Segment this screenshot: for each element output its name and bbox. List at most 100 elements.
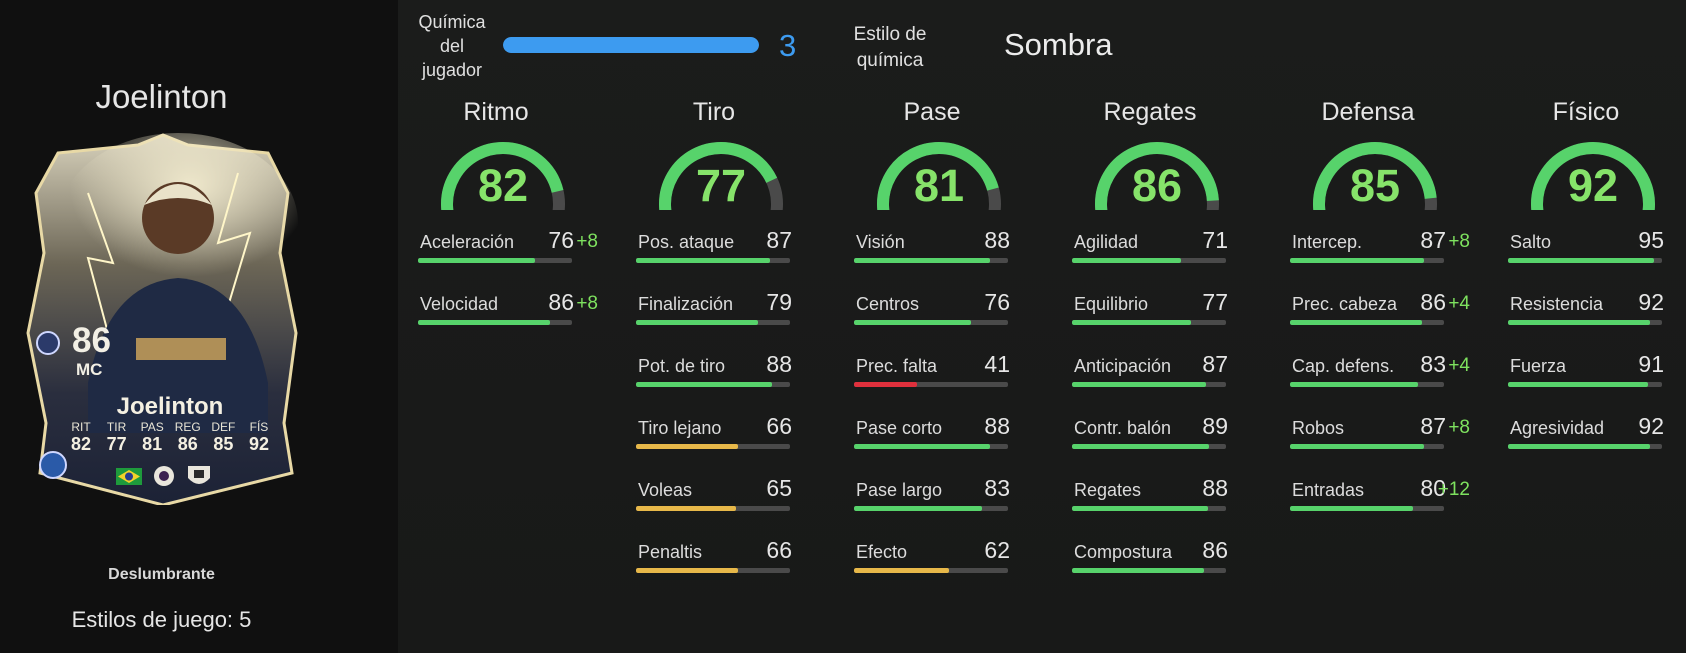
attribute-bar-track [1508, 382, 1662, 387]
attribute-row: Equilibrio 77 [1072, 289, 1252, 334]
category-value: 77 [695, 160, 747, 211]
attribute-row: Agresividad 92 [1508, 413, 1686, 458]
card-stat-value: 81 [142, 434, 163, 454]
chemistry-value: 3 [779, 28, 797, 63]
attribute-value: 86 [1202, 537, 1228, 563]
attribute-name: Velocidad [420, 294, 499, 314]
attribute-name: Pos. ataque [638, 232, 735, 252]
attribute-row: Prec. falta 41 [854, 351, 1034, 396]
attribute-bar-track [1072, 506, 1226, 511]
gauge-arc [441, 142, 565, 210]
chem-style-value[interactable]: Sombra [1004, 27, 1113, 62]
attribute-boost: +8 [576, 231, 598, 252]
category-gauge: 92 [1528, 138, 1658, 211]
attribute-name: Penaltis [638, 542, 703, 562]
attribute-row: Centros 76 [854, 289, 1034, 334]
card-stat-label: FÍS [249, 420, 269, 434]
attribute-row: Pase largo 83 [854, 475, 1034, 520]
card-stat: DEF 85 [206, 420, 240, 455]
category-title: Pase [903, 98, 961, 126]
attribute-bar-fill [1508, 444, 1650, 449]
attribute-name: Intercep. [1292, 232, 1363, 252]
attribute-bar-track [418, 320, 572, 325]
attribute-bar-fill [1290, 320, 1423, 325]
attribute-row: Tiro lejano 66 [636, 413, 816, 458]
attribute-boost: +8 [1448, 417, 1470, 438]
attribute-value: 80 [1420, 475, 1446, 501]
attribute-bar-track [1508, 258, 1662, 263]
attribute-bar-track [854, 444, 1008, 449]
attribute-boost: +4 [1448, 293, 1470, 314]
attribute-bar-fill [1072, 382, 1206, 387]
category-1: Tiro 77 Pos. ataque 87 Finalización 79 Pot. de… [636, 98, 816, 573]
card-stat-label: DEF [211, 420, 236, 434]
attribute-value: 41 [984, 351, 1010, 377]
attribute-row: Cap. defens. 83 +4 [1290, 351, 1470, 396]
attribute-bar-track [854, 320, 1008, 325]
category-value: 81 [913, 160, 965, 211]
attribute-bar-fill [636, 506, 737, 511]
card-position: MC [76, 360, 103, 379]
attribute-bar-track [1508, 444, 1662, 449]
attribute-bar-fill [636, 258, 770, 263]
attribute-bar-fill [854, 444, 990, 449]
attribute-row: Visión 88 [854, 227, 1034, 272]
attribute-value: 87 [1420, 227, 1446, 253]
attribute-value: 76 [984, 289, 1010, 315]
card-stat-value: 85 [213, 434, 234, 454]
attribute-row: Voleas 65 [636, 475, 816, 520]
attribute-name: Prec. cabeza [1292, 294, 1398, 314]
attribute-boost: +8 [1448, 231, 1470, 252]
attribute-bar-track [854, 568, 1008, 573]
category-gauge: 81 [874, 138, 1004, 211]
card-stat-value: 86 [177, 434, 198, 454]
attribute-bar-track [1290, 382, 1444, 387]
playstyles-count[interactable]: Estilos de juego: 5 [71, 607, 252, 632]
card-rating: 86 [72, 321, 111, 360]
attribute-bar-fill [854, 320, 972, 325]
attribute-name: Contr. balón [1074, 418, 1172, 438]
attribute-bar-fill [418, 258, 536, 263]
attribute-name: Pot. de tiro [638, 356, 726, 376]
player-card[interactable]: 86 MC [18, 133, 308, 505]
category-2: Pase 81 Visión 88 Centros 76 Prec. falta 41 Pase… [854, 98, 1034, 573]
attribute-bar-fill [418, 320, 551, 325]
attribute-name: Pase corto [856, 418, 943, 438]
attribute-row: Anticipación 87 [1072, 351, 1252, 396]
attribute-bar-track [854, 506, 1008, 511]
attribute-name: Compostura [1074, 542, 1173, 562]
attribute-row: Penaltis 66 [636, 537, 816, 582]
attribute-row: Finalización 79 [636, 289, 816, 334]
attribute-bar-fill [636, 444, 738, 449]
attribute-bar-fill [1072, 568, 1205, 573]
attribute-bar-fill [1508, 320, 1650, 325]
attribute-bar-track [1072, 258, 1226, 263]
attribute-row: Contr. balón 89 [1072, 413, 1252, 458]
chemistry-bar-fill [503, 37, 759, 53]
attribute-boost: +8 [576, 293, 598, 314]
attribute-value: 95 [1638, 227, 1664, 253]
category-value: 85 [1349, 160, 1401, 211]
attribute-value: 83 [984, 475, 1010, 501]
attribute-bar-fill [636, 320, 758, 325]
attribute-name: Agresividad [1510, 418, 1605, 438]
attribute-name: Salto [1510, 232, 1552, 252]
gauge-fill [877, 142, 1001, 210]
chemistry-bar [503, 37, 759, 53]
category-gauge: 82 [438, 138, 568, 211]
attribute-name: Regates [1074, 480, 1142, 500]
attribute-bar-track [1508, 320, 1662, 325]
category-value: 86 [1131, 160, 1183, 211]
card-stat-value: 82 [70, 434, 92, 454]
chemistry-label: Química del jugador [418, 12, 486, 80]
category-title: Defensa [1321, 98, 1415, 126]
attribute-name: Agilidad [1074, 232, 1139, 252]
card-player-name: Joelinton [116, 393, 224, 420]
attribute-bar-track [1290, 258, 1444, 263]
attribute-value: 87 [1420, 413, 1446, 439]
attribute-name: Voleas [638, 480, 693, 500]
category-title: Tiro [692, 98, 736, 126]
attribute-row: Salto 95 [1508, 227, 1686, 272]
attribute-value: 79 [766, 289, 792, 315]
attribute-bar-fill [636, 382, 772, 387]
